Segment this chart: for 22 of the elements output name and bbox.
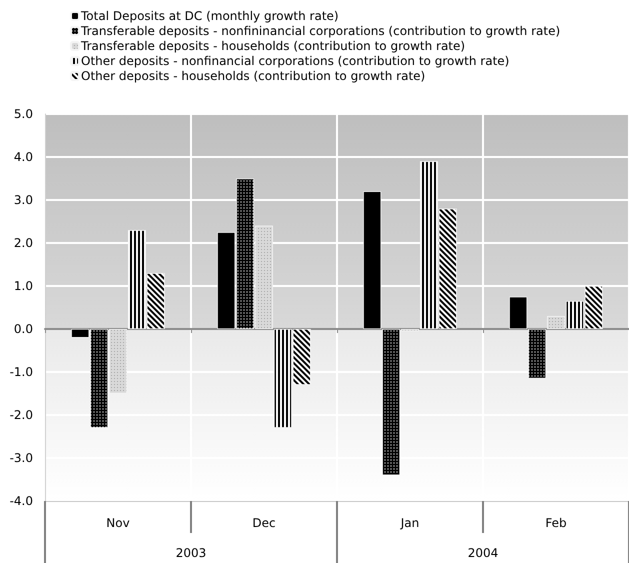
x-tick-label: Feb: [545, 516, 567, 530]
y-tick-label: 4.0: [14, 150, 33, 164]
y-tick-label: -4.0: [10, 494, 33, 508]
y-tick-label: 2.0: [14, 236, 33, 250]
bar: [509, 296, 528, 329]
legend-label: Total Deposits at DC (monthly growth rate): [80, 9, 339, 23]
y-tick-label: -1.0: [10, 365, 33, 379]
legend-label: Transferable deposits - nonfininancial corporations (contribution to growth rate): [80, 24, 560, 38]
x-tick-label: Jan: [400, 516, 420, 530]
y-tick-label: 1.0: [14, 279, 33, 293]
legend-label: Transferable deposits - households (contribution to growth rate): [80, 39, 466, 53]
y-tick-label: 5.0: [14, 107, 33, 121]
y-tick-label: 0.0: [14, 322, 33, 336]
y-tick-label: -3.0: [10, 451, 33, 465]
x-tick-label: Dec: [252, 516, 276, 530]
legend-label: Other deposits - households (contribution to growth rate): [81, 69, 426, 83]
text: 2004: [468, 546, 498, 560]
x-tick-label: Nov: [106, 516, 130, 530]
y-tick-label: -2.0: [10, 408, 33, 422]
text: 2003: [176, 546, 206, 560]
y-tick-label: 3.0: [14, 193, 33, 207]
legend-label: Other deposits - nonfinancial corporations (contribution to growth rate): [81, 54, 510, 68]
